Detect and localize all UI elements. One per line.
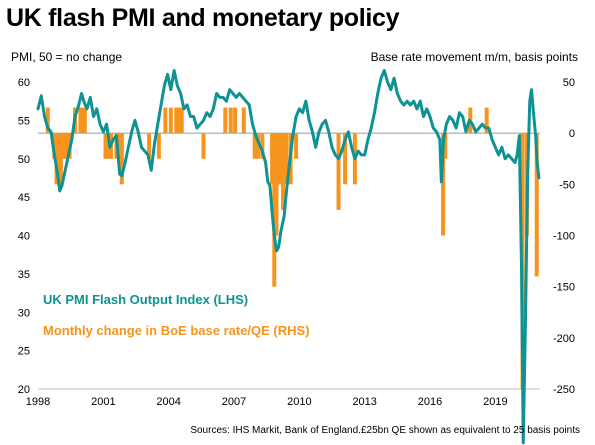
x-axis-tick: 2010 [287, 396, 311, 408]
rate-bar [233, 107, 238, 134]
left-axis-tick: 35 [18, 269, 30, 281]
rate-bar [163, 107, 168, 134]
rate-bar [179, 107, 184, 134]
rate-bar [270, 133, 275, 185]
rate-bar [278, 133, 283, 185]
x-axis-tick: 2013 [352, 396, 376, 408]
rate-bar [241, 107, 246, 134]
right-axis-tick: -50 [559, 179, 575, 191]
rate-bar [80, 107, 85, 134]
x-axis-tick: 2019 [483, 396, 507, 408]
x-axis-tick: 2007 [222, 396, 246, 408]
right-axis-tick: 0 [569, 128, 575, 140]
right-axis-tick: -150 [553, 282, 575, 294]
left-axis-tick: 60 [18, 77, 30, 89]
rate-bar [343, 133, 348, 185]
rate-bar [64, 133, 69, 159]
chart-title: UK flash PMI and monetary policy [6, 4, 400, 32]
right-axis-tick: 50 [563, 77, 575, 89]
rate-bar [228, 107, 233, 134]
left-axis-label: PMI, 50 = no change [11, 50, 123, 64]
rate-bar [168, 107, 173, 134]
left-axis-tick: 30 [18, 307, 30, 319]
tick-labels: 20 25 30 35 40 45 50 55 60 -250 -200 -150 -100 -50 0 50… [18, 77, 575, 408]
rate-bar [117, 133, 122, 159]
right-axis-label: Base rate movement m/m, basis points [370, 50, 578, 64]
rate-bar [255, 133, 260, 159]
x-axis-tick: 1998 [26, 396, 50, 408]
rate-bar [276, 133, 281, 185]
source-note: Sources: IHS Markit, Bank of England.£25… [190, 425, 580, 436]
rate-bar [174, 107, 179, 134]
rate-bar [78, 107, 83, 134]
rate-bar [103, 133, 108, 159]
left-axis-tick: 40 [18, 231, 30, 243]
right-axis-tick: -200 [553, 333, 575, 345]
rate-bar [284, 133, 289, 185]
left-axis-tick: 20 [18, 384, 30, 396]
rate-bar [176, 107, 181, 134]
rate-bar [534, 133, 539, 277]
rate-bar [336, 133, 341, 210]
rate-bar [274, 133, 279, 236]
rate-bar [82, 107, 87, 134]
rate-bar [272, 133, 277, 287]
rate-bar [105, 133, 110, 159]
x-axis-tick: 2001 [91, 396, 115, 408]
left-axis-tick: 55 [18, 115, 30, 127]
left-axis-tick: 25 [18, 346, 30, 358]
rate-bar [443, 133, 448, 159]
left-axis-tick: 45 [18, 192, 30, 204]
rate-bar [58, 133, 63, 185]
pmi-line [36, 68, 541, 445]
rate-bar [294, 133, 299, 159]
rate-bar [281, 133, 286, 210]
x-axis-tick: 2016 [418, 396, 442, 408]
rate-bar [260, 133, 265, 159]
rate-bar [252, 133, 257, 159]
pmi-line-layer [36, 68, 541, 445]
right-axis-tick: -100 [553, 231, 575, 243]
rate-bar [61, 133, 66, 159]
rate-bar [441, 133, 446, 236]
rate-bar [147, 133, 152, 159]
rate-bar [484, 107, 489, 134]
right-axis-tick: -250 [553, 384, 575, 396]
x-axis-tick: 2004 [156, 396, 180, 408]
rate-bar [201, 133, 206, 159]
left-axis-tick: 50 [18, 154, 30, 166]
rate-bar [119, 133, 124, 185]
legend-pmi: UK PMI Flash Output Index (LHS) [43, 292, 249, 307]
rate-bar [156, 133, 161, 159]
rate-bar [45, 107, 50, 134]
legend-rate: Monthly change in BoE base rate/QE (RHS) [43, 323, 310, 338]
rate-bar [223, 107, 228, 134]
rate-bar [56, 133, 61, 185]
rate-bar [54, 133, 59, 185]
